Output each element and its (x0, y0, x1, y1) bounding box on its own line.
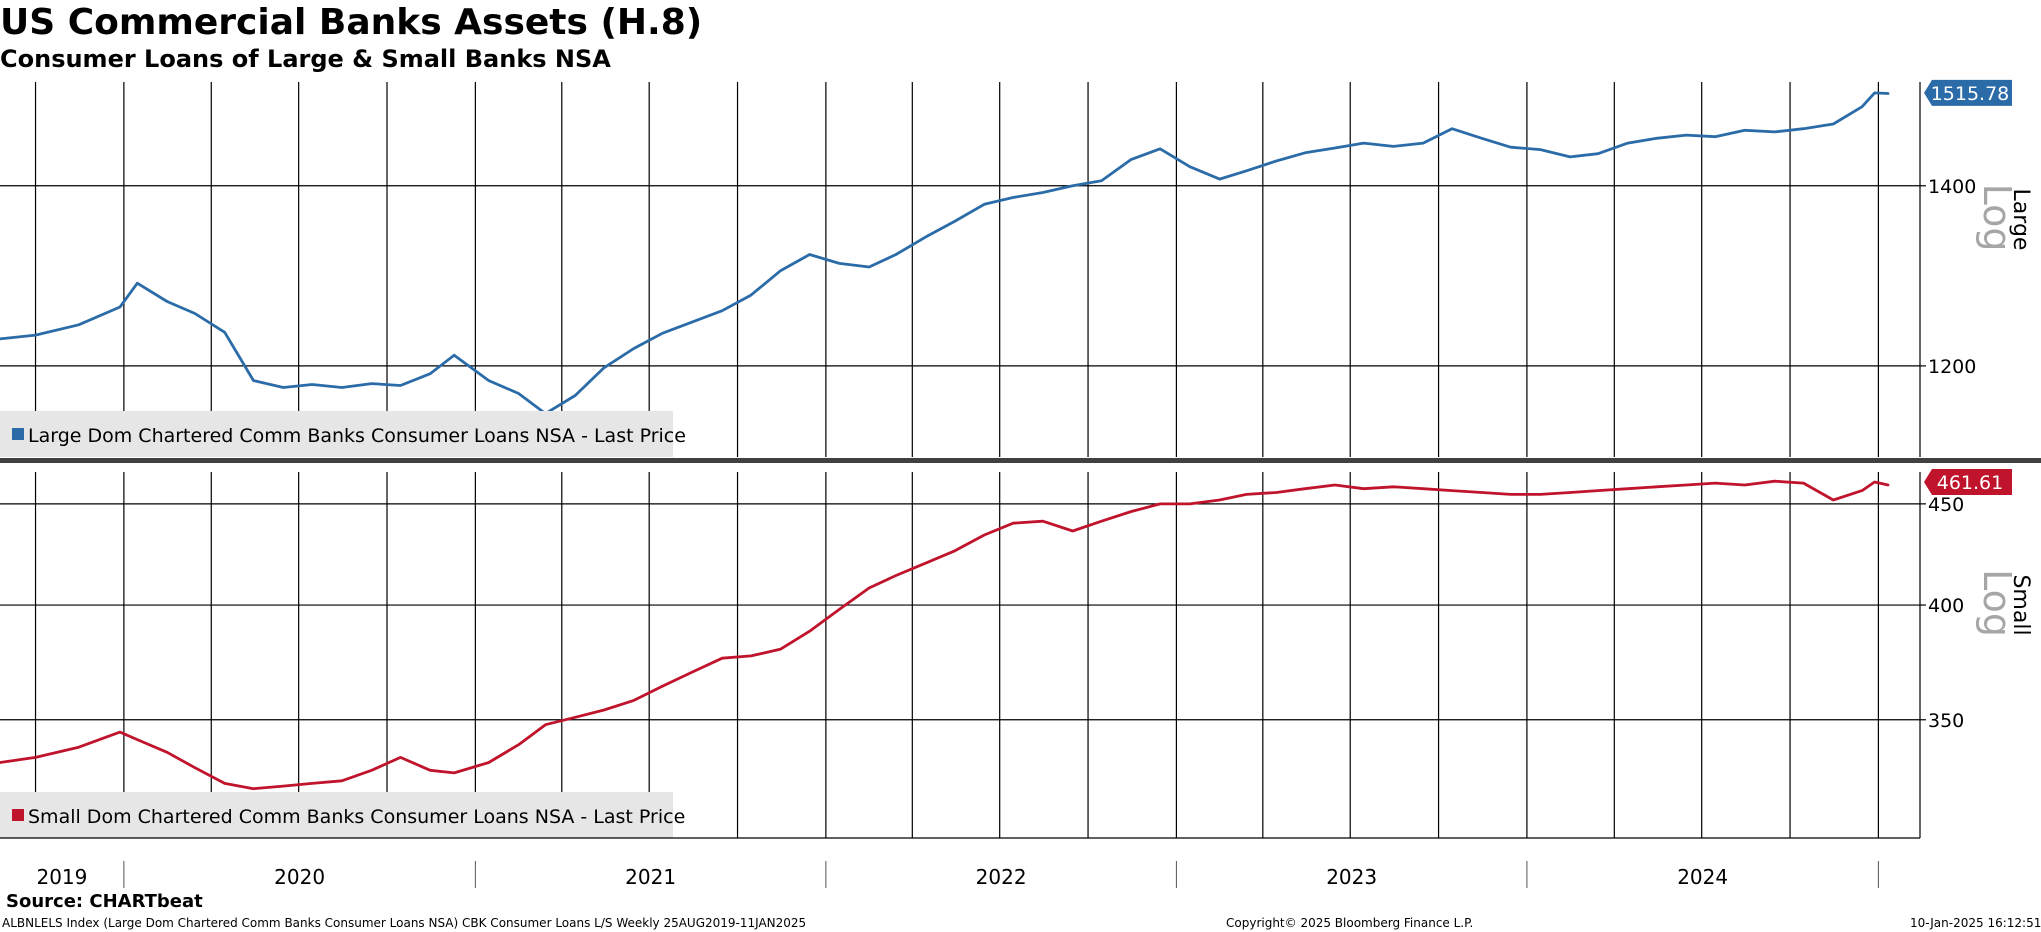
chart-title: US Commercial Banks Assets (H.8) (0, 2, 703, 43)
x-tick-label: 2019 (36, 865, 87, 889)
small-last-value-tag-background (1924, 468, 2012, 495)
small-last-value-tag: 461.61 (1924, 468, 2012, 495)
x-tick-label: 2021 (625, 865, 676, 889)
large-last-value-tag: 1515.78 (1924, 79, 2012, 106)
large-y-tick-label: 1400 (1928, 176, 1976, 198)
chart-canvas: 1200 1400 Large Dom Chartered Comm Banks C… (0, 79, 2041, 889)
large-axis-label: Large (2008, 189, 2033, 251)
small-axis-label: Small (2008, 574, 2033, 635)
small-last-value-label: 461.61 (1937, 472, 2003, 494)
small-y-tick-label: 350 (1928, 710, 1964, 732)
small-series-line (0, 479, 1890, 791)
panel-divider (0, 458, 2041, 463)
x-tick-label: 2022 (976, 865, 1027, 889)
small-legend-swatch (12, 809, 24, 821)
small-legend: Small Dom Chartered Comm Banks Consumer … (0, 792, 685, 838)
x-tick-label: 2020 (274, 865, 325, 889)
small-legend-label: Small Dom Chartered Comm Banks Consumer … (28, 806, 685, 828)
small-legend-background (0, 792, 673, 838)
large-legend-swatch (12, 428, 24, 440)
large-log-scale-note: Log (1975, 184, 2019, 252)
large-legend-background (0, 411, 673, 457)
large-y-tick-label: 1200 (1928, 356, 1976, 378)
large-legend: Large Dom Chartered Comm Banks Consumer … (0, 411, 686, 457)
chart-subtitle: Consumer Loans of Large & Small Banks NS… (0, 45, 611, 73)
x-tick-label: 2023 (1326, 865, 1377, 889)
source-note: Source: CHARTbeat (6, 891, 203, 912)
large-legend-label: Large Dom Chartered Comm Banks Consumer … (28, 425, 686, 447)
large-last-value-tag-background (1924, 79, 2012, 106)
large-last-value-label: 1515.78 (1931, 83, 2010, 105)
footer-timestamp: 10-Jan-2025 16:12:51 (1910, 916, 2041, 930)
small-log-scale-note: Log (1975, 569, 2019, 637)
small-y-tick-label: 450 (1928, 494, 1964, 516)
x-tick-label: 2024 (1677, 865, 1728, 889)
small-y-tick-label: 400 (1928, 595, 1964, 617)
footer-series-info: ALBNLELS Index (Large Dom Chartered Comm… (2, 916, 807, 930)
large-series-line (0, 91, 1890, 416)
footer-copyright: Copyright© 2025 Bloomberg Finance L.P. (1226, 916, 1474, 930)
